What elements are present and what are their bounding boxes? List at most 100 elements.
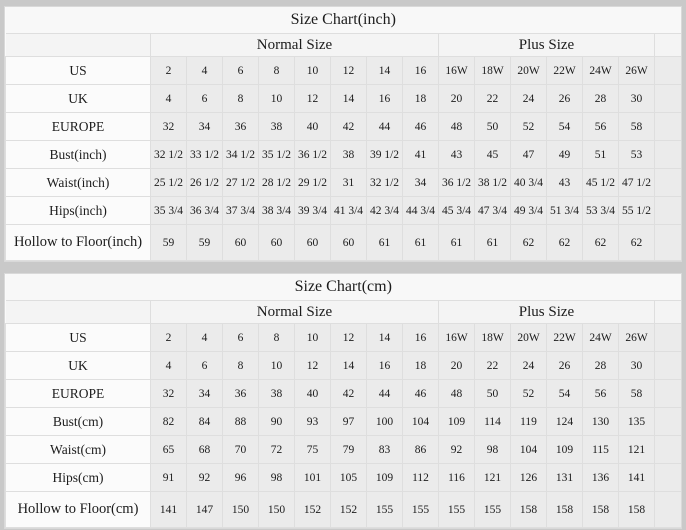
table-cell: 14: [330, 351, 367, 380]
table-cell-empty: [654, 379, 681, 408]
table-cell: 109: [366, 463, 403, 492]
table-cell-empty: [654, 224, 681, 261]
table-cell: 18W: [474, 323, 511, 352]
table-cell: 61: [474, 224, 511, 261]
table-cell-empty: [654, 491, 681, 528]
table-cell: 29 1/2: [294, 168, 331, 197]
chart-separator: [4, 262, 682, 273]
table-cell: 48: [438, 112, 475, 141]
table-cell: 2: [150, 323, 187, 352]
row-label: UK: [5, 351, 151, 380]
table-row: EUROPE 32 34 36 38 40 42 44 46 48 50 52 54 56 58: [5, 112, 681, 141]
table-cell: 30: [618, 84, 655, 113]
table-cell-empty: [654, 196, 681, 225]
table-cell: 96: [222, 463, 259, 492]
table-cell: 2: [150, 56, 187, 85]
table-cell: 62: [510, 224, 547, 261]
table-cell-empty: [654, 56, 681, 85]
table-cell: 28: [582, 351, 619, 380]
table-cell: 59: [150, 224, 187, 261]
table-cell: 40: [294, 379, 331, 408]
table-cell: 47: [510, 140, 547, 169]
table-cell: 42: [330, 112, 367, 141]
table-cell: 45 1/2: [582, 168, 619, 197]
table-cell: 39 1/2: [366, 140, 403, 169]
table-cell: 79: [330, 435, 367, 464]
table-row: Waist(cm) 65 68 70 72 75 79 83 86 92 98 104 109 115 12…: [5, 435, 681, 464]
table-cell: 27 1/2: [222, 168, 259, 197]
table-cell: 54: [546, 379, 583, 408]
table-cell: 105: [330, 463, 367, 492]
table-cell: 130: [582, 407, 619, 436]
table-cell-empty: [654, 84, 681, 113]
table-cell: 44: [366, 379, 403, 408]
table-cell: 44: [366, 112, 403, 141]
table-cell: 36: [222, 112, 259, 141]
table-row: Hollow to Floor(cm) 141 147 150 150 152 152 155…: [5, 491, 681, 528]
table-cell: 14: [330, 84, 367, 113]
table-cell: 52: [510, 112, 547, 141]
table-row: Hollow to Floor(inch) 59 59 60 60 60 60 61 61 61 6…: [5, 224, 681, 261]
row-label: Hollow to Floor(cm): [5, 491, 151, 528]
table-cell-empty: [654, 140, 681, 169]
table-cell: 65: [150, 435, 187, 464]
table-cell: 16: [366, 84, 403, 113]
table-cell: 58: [618, 379, 655, 408]
table-cell: 116: [438, 463, 475, 492]
table-cell: 72: [258, 435, 295, 464]
table-cell: 18: [402, 84, 439, 113]
table-cell: 8: [222, 84, 259, 113]
table-cell: 22: [474, 351, 511, 380]
row-label: Waist(inch): [5, 168, 151, 197]
table-cell: 4: [150, 84, 187, 113]
group-header-blank: [5, 300, 151, 324]
table-cell: 61: [366, 224, 403, 261]
table-cell: 34: [186, 379, 223, 408]
table-cell: 18W: [474, 56, 511, 85]
table-cell: 36: [222, 379, 259, 408]
table-cell: 155: [366, 491, 403, 528]
table-cell: 26: [546, 84, 583, 113]
table-cell: 8: [258, 56, 295, 85]
table-cell: 60: [258, 224, 295, 261]
group-header-blank: [5, 33, 151, 57]
row-label: Waist(cm): [5, 435, 151, 464]
table-cell: 22W: [546, 323, 583, 352]
group-header-row: Normal Size Plus Size: [5, 300, 681, 324]
table-cell: 28: [582, 84, 619, 113]
table-cell: 86: [402, 435, 439, 464]
table-cell: 131: [546, 463, 583, 492]
table-cell: 101: [294, 463, 331, 492]
table-cell: 59: [186, 224, 223, 261]
table-cell: 98: [258, 463, 295, 492]
table-cell: 34: [186, 112, 223, 141]
table-cell: 68: [186, 435, 223, 464]
group-header-tail: [654, 300, 681, 324]
table-cell: 31: [330, 168, 367, 197]
table-cell: 49: [546, 140, 583, 169]
table-cell: 4: [186, 323, 223, 352]
table-cell: 46: [402, 379, 439, 408]
table-cell: 40 3/4: [510, 168, 547, 197]
table-row: Hips(cm) 91 92 96 98 101 105 109 112 116 121 126 131…: [5, 463, 681, 492]
row-label: Bust(cm): [5, 407, 151, 436]
table-cell: 16: [366, 351, 403, 380]
table-cell: 26 1/2: [186, 168, 223, 197]
table-cell: 4: [150, 351, 187, 380]
table-cell: 36 3/4: [186, 196, 223, 225]
table-cell: 126: [510, 463, 547, 492]
table-cell: 10: [258, 84, 295, 113]
table-cell: 16W: [438, 56, 475, 85]
table-cell: 46: [402, 112, 439, 141]
table-cell: 6: [186, 351, 223, 380]
table-cell: 50: [474, 379, 511, 408]
table-cell: 8: [258, 323, 295, 352]
table-cell: 60: [222, 224, 259, 261]
table-cell: 150: [222, 491, 259, 528]
table-cell: 75: [294, 435, 331, 464]
table-cell: 12: [294, 351, 331, 380]
table-cell: 60: [330, 224, 367, 261]
table-cell: 45 3/4: [438, 196, 475, 225]
table-cell: 38: [258, 379, 295, 408]
